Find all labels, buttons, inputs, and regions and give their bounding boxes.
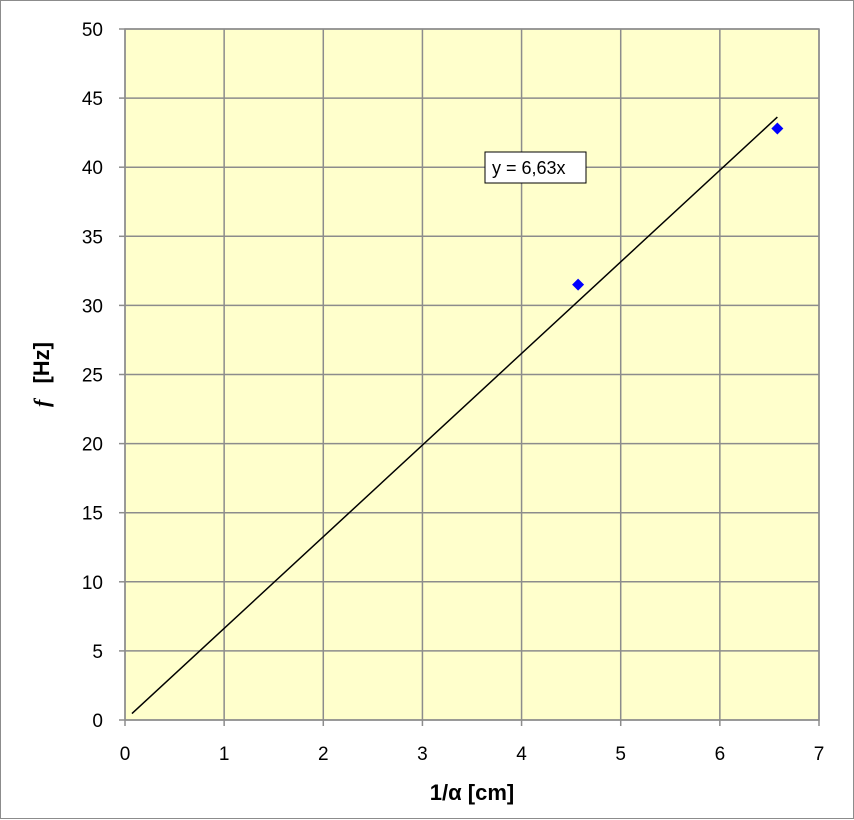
x-tick-label: 6	[715, 744, 726, 765]
x-tick-label: 2	[318, 744, 329, 765]
y-axis-title: f [Hz]	[29, 342, 54, 407]
x-tick-label: 5	[615, 744, 626, 765]
y-tick-label: 20	[82, 435, 103, 456]
x-tick-label: 0	[120, 744, 131, 765]
x-axis-title: 1/α [cm]	[430, 780, 514, 805]
y-tick-label: 0	[92, 711, 103, 732]
y-tick-label: 15	[82, 504, 103, 525]
x-axis-ticks: 0 1 2 3 4 5 6 7	[120, 720, 825, 765]
data-point-marker	[572, 278, 585, 291]
x-tick-label: 1	[219, 744, 230, 765]
y-tick-label: 45	[82, 89, 103, 110]
y-tick-label: 50	[82, 20, 103, 41]
y-tick-label: 35	[82, 227, 103, 248]
data-points	[572, 122, 784, 291]
y-tick-label: 30	[82, 296, 103, 317]
x-tick-label: 4	[516, 744, 527, 765]
x-tick-label: 3	[417, 744, 428, 765]
y-axis-symbol: f	[29, 397, 54, 407]
equation-box	[484, 151, 587, 184]
data-point-marker	[771, 122, 784, 135]
y-tick-label: 5	[92, 642, 103, 663]
y-tick-label: 10	[82, 573, 103, 594]
y-tick-label: 25	[82, 366, 103, 387]
y-axis-unit: [Hz]	[29, 342, 54, 384]
trendline-equation-box: y = 6,63x	[484, 151, 587, 184]
x-tick-label: 7	[814, 744, 825, 765]
trendline	[131, 116, 778, 715]
y-tick-label: 40	[82, 158, 103, 179]
trendline-equation: y = 6,63x	[492, 158, 566, 178]
y-axis-ticks: 0 5 10 15 20 25 30 35 40 45 50	[82, 20, 125, 732]
